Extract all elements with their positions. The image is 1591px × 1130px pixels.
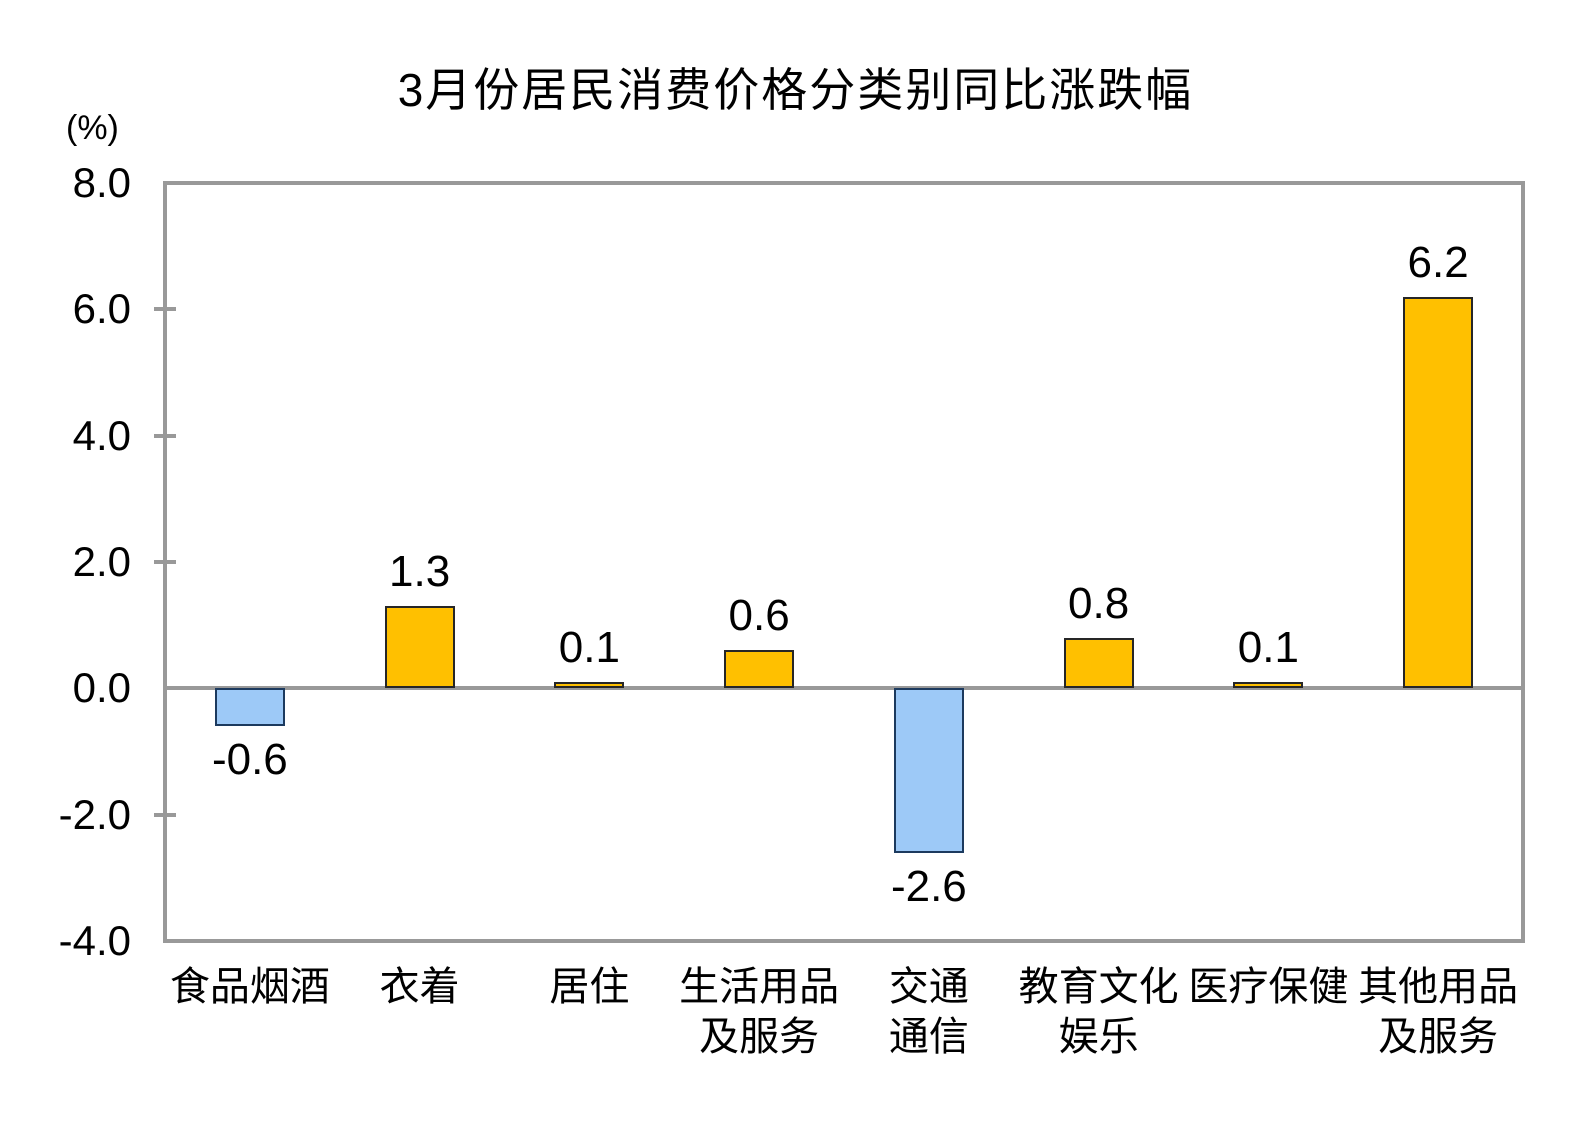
bar: [724, 650, 795, 689]
bar-value-label: 0.1: [1237, 623, 1299, 673]
zero-gridline: [165, 686, 1523, 691]
bar: [554, 682, 625, 689]
bar: [1063, 637, 1134, 689]
y-axis-tick-mark: [154, 433, 176, 438]
y-axis-tick-label: -2.0: [58, 790, 131, 838]
x-axis-category-label: 生活用品 及服务: [679, 965, 840, 1059]
y-axis-tick-mark: [154, 812, 176, 817]
x-axis-category-label: 其他用品 及服务: [1358, 965, 1519, 1059]
bar: [214, 688, 285, 727]
bar-value-label: 1.3: [389, 547, 451, 597]
x-axis-category-label: 交通 通信: [888, 965, 969, 1059]
y-axis-tick-mark: [154, 560, 176, 564]
bar-value-label: 0.8: [1068, 578, 1130, 628]
y-axis-unit-label: (%): [66, 109, 119, 147]
x-axis-category-label: 医疗保健: [1188, 965, 1349, 1009]
x-axis-category-label: 教育文化 娱乐: [1018, 965, 1179, 1059]
y-axis-tick-label: 0.0: [72, 664, 131, 712]
bar: [1403, 296, 1474, 689]
bar: [1233, 682, 1304, 689]
bar: [893, 688, 964, 853]
bar-value-label: 0.1: [558, 623, 620, 673]
y-axis-tick-mark: [154, 307, 176, 312]
x-axis-category-label: 衣着: [379, 965, 460, 1009]
y-axis-tick-label: 8.0: [72, 159, 131, 206]
bar-value-label: -2.6: [890, 861, 967, 911]
y-axis-tick-label: -4.0: [58, 917, 131, 964]
x-axis-category-label: 居住: [549, 965, 630, 1009]
bar: [384, 606, 455, 689]
chart-title: 3月份居民消费价格分类别同比涨跌幅: [397, 64, 1194, 116]
y-axis-tick-label: 6.0: [72, 285, 131, 333]
bar-value-label: -0.6: [211, 735, 288, 785]
bar-value-label: 6.2: [1407, 237, 1469, 287]
y-axis-tick-label: 4.0: [72, 411, 131, 459]
x-axis-category-label: 食品烟酒: [169, 965, 330, 1009]
bar-value-label: 0.6: [728, 591, 790, 641]
y-axis-tick-label: 2.0: [72, 538, 131, 585]
